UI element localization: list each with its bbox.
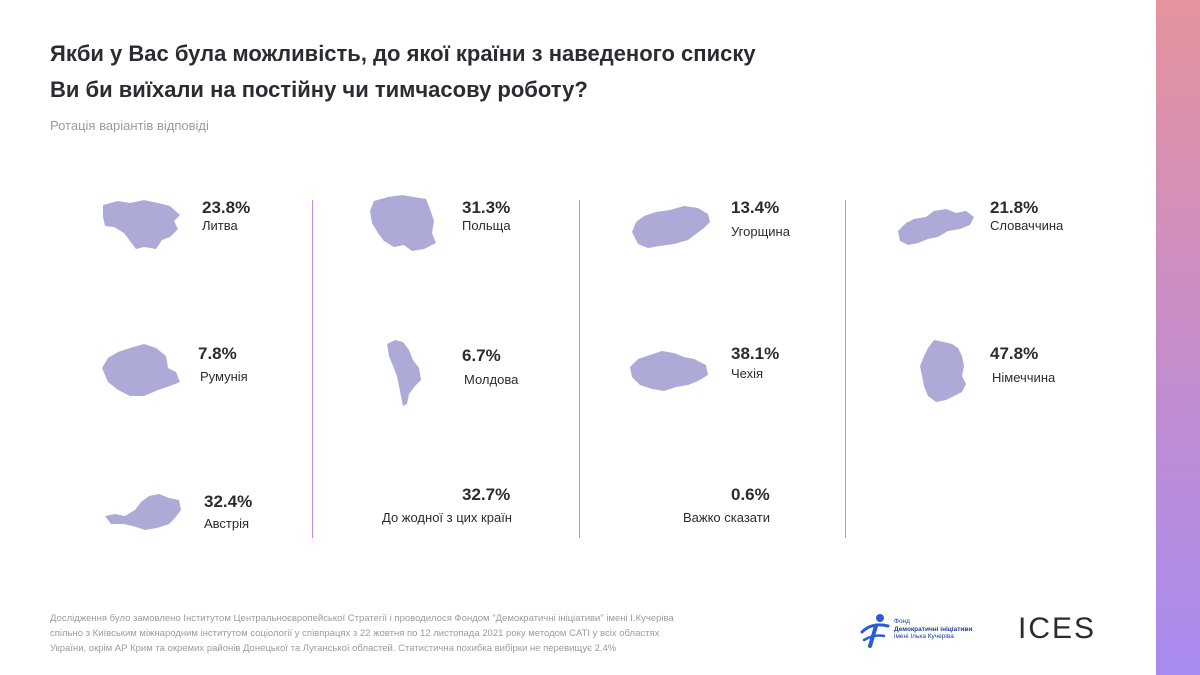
austria-map-icon bbox=[103, 492, 183, 534]
footnote: Дослідження було замовлено Інститутом Це… bbox=[50, 613, 674, 654]
hungary-map-icon bbox=[628, 202, 712, 250]
column-divider bbox=[579, 200, 580, 538]
poland-map-icon bbox=[368, 193, 438, 253]
logo-line: Демократичні ініціативи bbox=[894, 625, 973, 633]
column-divider bbox=[312, 200, 313, 538]
value-label: 6.7% bbox=[462, 346, 501, 365]
dem-initiatives-logo-icon bbox=[860, 614, 890, 648]
subtitle: Ротація варіантів відповіді bbox=[50, 118, 209, 133]
category-label: Важко сказати bbox=[683, 510, 770, 525]
category-label: Словаччина bbox=[990, 218, 1064, 233]
dem-initiatives-logo bbox=[858, 612, 978, 648]
moldova-map-icon bbox=[383, 338, 425, 408]
value-label: 32.7% bbox=[462, 485, 511, 504]
ices-logo-text: ICES bbox=[1018, 612, 1097, 645]
category-label: Угорщина bbox=[731, 224, 790, 239]
category-label: Румунія bbox=[200, 369, 248, 384]
value-label: 21.8% bbox=[990, 198, 1039, 217]
category-label: Литва bbox=[202, 218, 238, 233]
romania-map-icon bbox=[100, 342, 182, 400]
lithuania-map-icon bbox=[100, 197, 182, 252]
value-label: 38.1% bbox=[731, 344, 780, 363]
value-label: 23.8% bbox=[202, 198, 251, 217]
value-label: 47.8% bbox=[990, 344, 1039, 363]
page-title: Якби у Вас була можливість, до якої краї… bbox=[50, 36, 950, 108]
category-label: Польща bbox=[462, 218, 511, 233]
title-line-2: Ви би виїхали на постійну чи тимчасову р… bbox=[50, 77, 588, 102]
logo-line: Фонд bbox=[894, 618, 910, 625]
category-label: До жодної з цих країн bbox=[382, 510, 512, 525]
value-label: 7.8% bbox=[198, 344, 237, 363]
value-label: 32.4% bbox=[204, 492, 253, 511]
value-label: 13.4% bbox=[731, 198, 780, 217]
column-divider bbox=[845, 200, 846, 538]
category-label: Чехія bbox=[731, 366, 764, 381]
value-label: 31.3% bbox=[462, 198, 511, 217]
category-label: Молдова bbox=[464, 372, 519, 387]
accent-side-bar bbox=[1156, 0, 1200, 675]
slovakia-map-icon bbox=[894, 205, 976, 247]
category-label: Німеччина bbox=[992, 370, 1056, 385]
ices-logo: ICES bbox=[1018, 612, 1096, 646]
germany-map-icon bbox=[918, 338, 970, 404]
value-label: 0.6% bbox=[731, 485, 770, 504]
title-line-1: Якби у Вас була можливість, до якої краї… bbox=[50, 41, 756, 66]
logo-line: імені Ілька Кучеріва bbox=[894, 633, 954, 640]
category-label: Австрія bbox=[204, 516, 250, 531]
dem-initiatives-logo-text: Фонд Демократичні ініціативи імені Ілька… bbox=[894, 618, 984, 641]
czechia-map-icon bbox=[628, 347, 710, 395]
